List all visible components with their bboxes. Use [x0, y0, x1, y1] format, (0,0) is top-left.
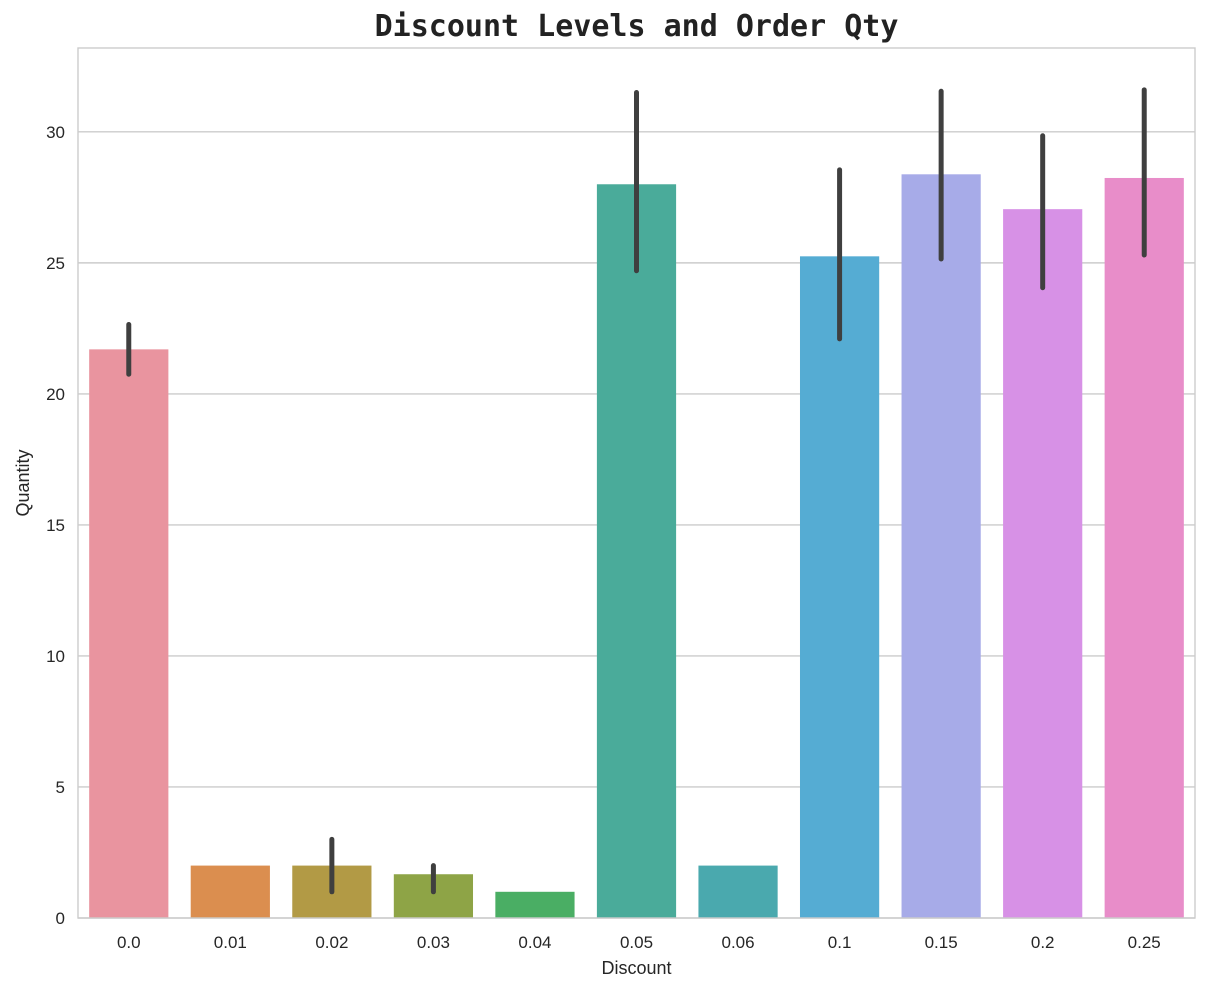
- bars: [89, 174, 1184, 919]
- y-tick-label: 25: [46, 254, 65, 273]
- x-tick-label: 0.02: [315, 933, 348, 952]
- bar: [190, 865, 270, 918]
- x-tick-label: 0.04: [518, 933, 551, 952]
- x-tick-label: 0.2: [1031, 933, 1055, 952]
- bar: [799, 256, 880, 918]
- y-tick-label: 20: [46, 385, 65, 404]
- x-tick-labels: 0.0 0.01 0.02 0.03 0.04 0.05 0.06 0.1 0.15 0.2 0.2…: [117, 933, 1161, 952]
- x-tick-label: 0.01: [214, 933, 247, 952]
- x-tick-label: 0.15: [925, 933, 958, 952]
- y-axis-label: Quantity: [13, 449, 33, 516]
- x-tick-label: 0.03: [417, 933, 450, 952]
- bar: [1104, 177, 1184, 919]
- x-tick-label: 0.05: [620, 933, 653, 952]
- bar: [596, 184, 677, 918]
- x-tick-label: 0.0: [117, 933, 141, 952]
- x-tick-label: 0.25: [1128, 933, 1161, 952]
- x-axis-label: Discount: [601, 958, 671, 978]
- y-tick-label: 30: [46, 123, 65, 142]
- plot-frame: [77, 47, 1196, 919]
- x-tick-label: 0.1: [828, 933, 852, 952]
- x-tick-label: 0.06: [721, 933, 754, 952]
- error-bars: [126, 87, 1147, 895]
- bar: [901, 174, 981, 918]
- chart-title: Discount Levels and Order Qty: [375, 9, 899, 44]
- y-tick-label: 0: [56, 909, 65, 928]
- bar: [1003, 209, 1083, 918]
- y-tick-label: 5: [56, 778, 65, 797]
- bar: [495, 891, 575, 918]
- y-tick-label: 15: [46, 516, 65, 535]
- bar: [89, 349, 169, 918]
- bar: [698, 865, 778, 918]
- y-tick-labels: 0 5 10 15 20 25 30: [46, 123, 65, 928]
- y-tick-label: 10: [46, 647, 65, 666]
